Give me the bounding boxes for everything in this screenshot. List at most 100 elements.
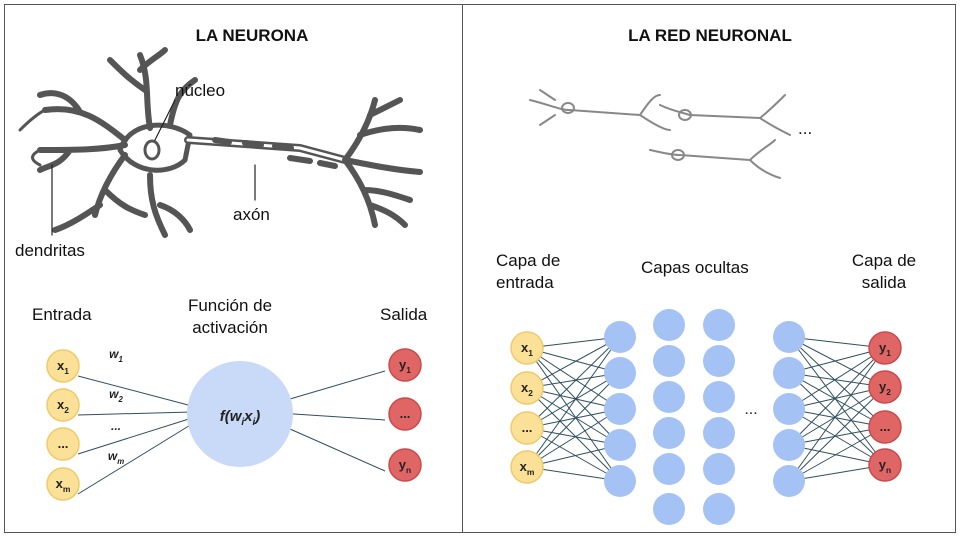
input-node	[46, 467, 80, 501]
network-input-node	[510, 450, 544, 484]
input-node	[46, 388, 80, 422]
hidden-node	[703, 493, 735, 525]
input-node	[46, 427, 80, 461]
hidden-node	[604, 465, 636, 497]
hidden-node	[653, 345, 685, 377]
network-input-label: x2	[521, 380, 533, 398]
dendrites-label: dendritas	[15, 241, 85, 260]
input-connection	[77, 423, 193, 495]
input-connection	[77, 417, 193, 455]
input-node	[46, 349, 80, 383]
hidden-node	[773, 357, 805, 389]
network-input-node	[510, 331, 544, 365]
network-connection	[788, 336, 886, 388]
network-connection	[526, 387, 621, 446]
net-output-heading-line2: salida	[861, 273, 907, 292]
network-connection	[526, 336, 621, 389]
input-heading: Entrada	[32, 305, 92, 324]
output-label: y1	[399, 357, 411, 375]
hidden-node	[604, 393, 636, 425]
hidden-heading: Capas ocultas	[641, 258, 749, 277]
output-node	[388, 348, 422, 382]
net-output-heading-line1: Capa de	[851, 251, 917, 270]
output-node	[388, 397, 422, 431]
left-panel-title: LA NEURONA	[195, 26, 309, 45]
input-connection	[77, 375, 193, 407]
top-ellipsis: ...	[798, 119, 813, 138]
input-label: x2	[57, 397, 69, 415]
output-label: ...	[400, 406, 411, 421]
hidden-node	[604, 429, 636, 461]
nucleus-label: núcleo	[175, 81, 226, 100]
network-output-node	[868, 410, 902, 444]
hidden-node	[653, 453, 685, 485]
network-input-label: ...	[522, 420, 533, 435]
hidden-node	[703, 417, 735, 449]
hidden-node	[653, 493, 685, 525]
activation-heading-line2: activación	[192, 318, 268, 337]
network-connection	[788, 336, 886, 466]
output-label: yn	[399, 457, 411, 475]
hidden-node	[773, 393, 805, 425]
network-connection	[788, 386, 886, 446]
right-panel	[462, 4, 956, 533]
network-connection	[526, 347, 621, 410]
network-input-label: x1	[521, 340, 533, 358]
hidden-node	[604, 321, 636, 353]
output-connection	[289, 413, 386, 421]
network-output-node	[868, 331, 902, 365]
network-connection	[526, 387, 621, 482]
net-input-heading-line1: Capa de	[496, 251, 561, 270]
network-connection	[788, 347, 886, 446]
output-heading: Salida	[380, 305, 428, 324]
hidden-node	[773, 429, 805, 461]
activation-function: f(wixi)	[220, 408, 261, 428]
input-connection	[77, 411, 193, 416]
network-connection	[526, 408, 621, 468]
hidden-node	[653, 309, 685, 341]
hidden-ellipsis: ...	[744, 401, 757, 418]
network-connection	[526, 372, 621, 429]
hidden-node	[773, 321, 805, 353]
network-output-node	[868, 370, 902, 404]
network-connection	[788, 372, 886, 466]
hidden-node	[773, 465, 805, 497]
network-connection	[788, 372, 886, 428]
weight-label: ...	[111, 419, 121, 433]
network-input-node	[510, 411, 544, 445]
weight-label: w1	[109, 347, 123, 364]
hidden-node	[653, 417, 685, 449]
network-connection	[788, 408, 886, 466]
activation-node	[187, 361, 293, 467]
network-output-label: ...	[880, 419, 891, 434]
input-label: ...	[58, 436, 69, 451]
network-connection	[526, 347, 621, 482]
network-connection	[788, 336, 886, 428]
network-connection	[526, 336, 621, 468]
weight-label: wm	[108, 449, 124, 466]
network-connection	[788, 347, 886, 482]
hidden-node	[604, 357, 636, 389]
output-node	[388, 448, 422, 482]
network-connection	[788, 347, 886, 410]
hidden-node	[653, 381, 685, 413]
hidden-node	[703, 345, 735, 377]
network-connection	[526, 336, 621, 429]
network-output-node	[868, 448, 902, 482]
network-connection	[788, 386, 886, 482]
net-input-heading-line2: entrada	[496, 273, 554, 292]
output-connection	[289, 370, 386, 400]
network-connection	[526, 347, 621, 446]
network-connection	[526, 427, 621, 482]
input-label: x1	[57, 358, 69, 376]
network-output-label: y2	[879, 379, 891, 397]
network-output-label: yn	[879, 457, 891, 475]
network-connection	[788, 426, 886, 482]
hidden-node	[703, 453, 735, 485]
axon-label: axón	[233, 205, 270, 224]
input-label: xm	[56, 476, 71, 494]
weight-label: w2	[109, 387, 123, 404]
network-input-node	[510, 371, 544, 405]
